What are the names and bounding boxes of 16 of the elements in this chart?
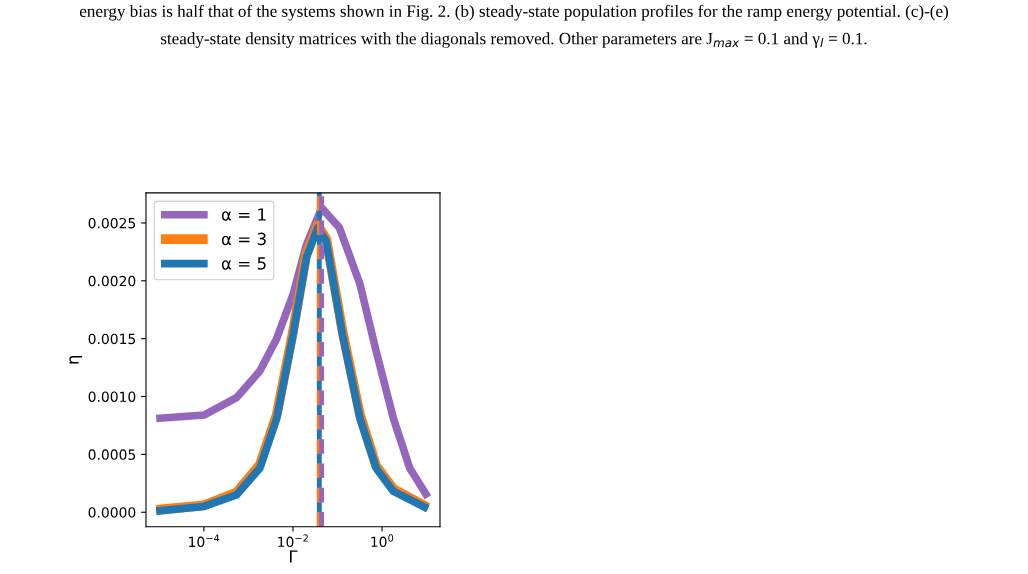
y-tick-label: 0.0025 <box>88 217 136 229</box>
x-axis-title: Γ <box>289 550 298 563</box>
y-tick-label: 0.0010 <box>88 391 136 402</box>
legend-label: α = 5 <box>221 257 266 270</box>
x-tick-label: 10$^{−4}$ <box>189 534 220 548</box>
legend-label: α = 3 <box>221 232 266 246</box>
x-tick-label: 10$^{−2}$ <box>278 534 308 548</box>
y-tick-label: 0.0015 <box>88 333 136 345</box>
y-tick-label: 0.0005 <box>88 449 136 460</box>
y-tick-label: 0.0000 <box>88 507 136 518</box>
y-axis-title: η <box>69 355 83 364</box>
x-tick-label: 10$^{0}$ <box>371 534 394 548</box>
text: steady-state density matrices with the diagonals removed. Other parameters are J$_{max}$ = 0.1 and γ$_{l}$ = 0.1. <box>160 32 867 48</box>
y-tick-label: 0.0020 <box>88 275 136 287</box>
text: energy bias is half that of the systems shown in Fig. 2. (b) steady-state population profiles for the ramp energy potential. (c)-(e) <box>79 4 948 21</box>
legend-label: α = 1 <box>221 208 266 221</box>
